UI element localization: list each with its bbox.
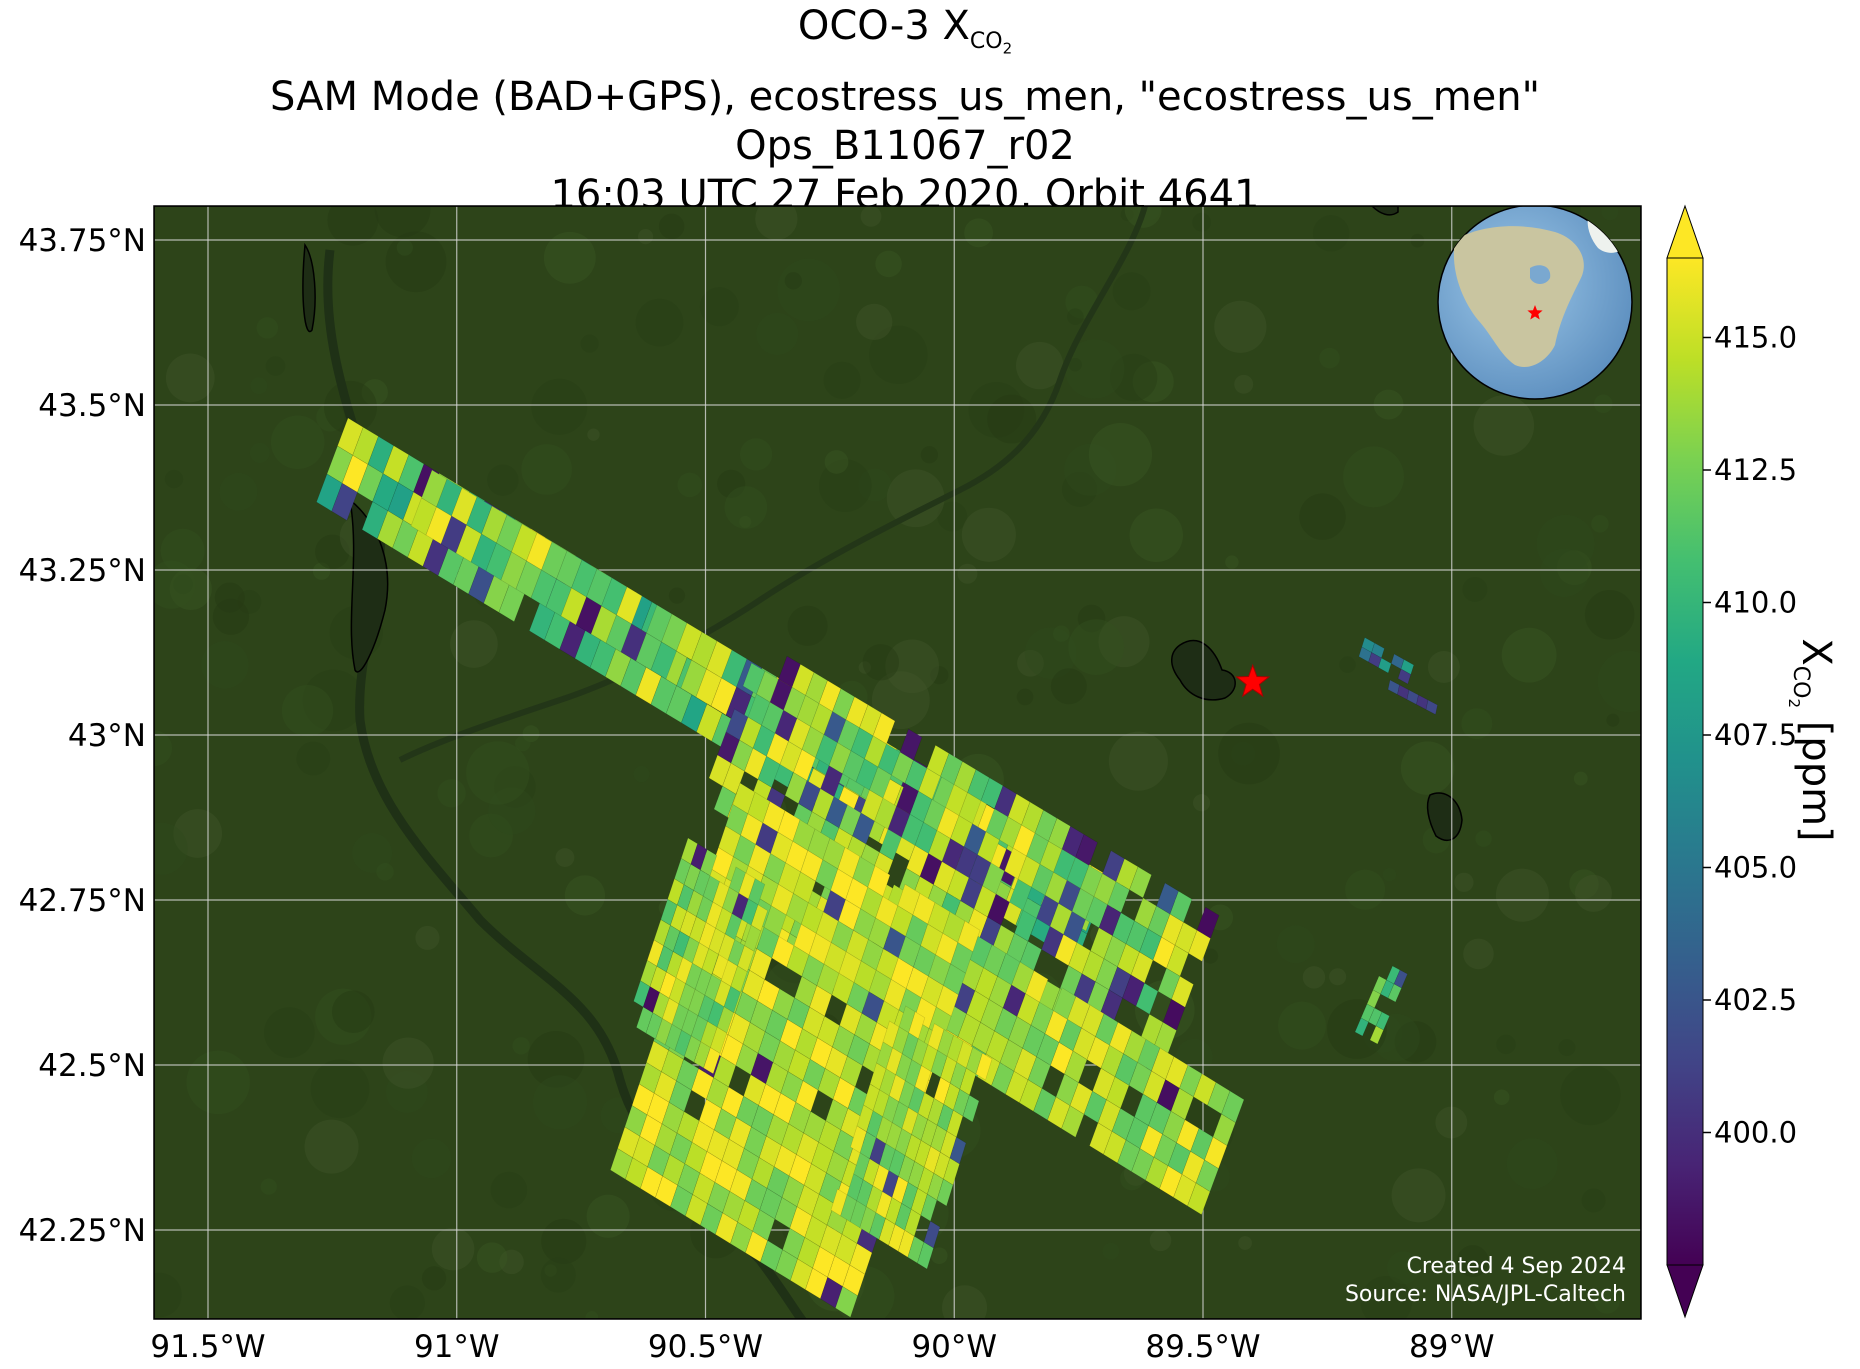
sounding-footprint: [1387, 983, 1402, 1003]
colorbar-tick-label: 410.0: [1714, 586, 1797, 620]
colorbar-extend-min: [1666, 1264, 1704, 1319]
globe-north-lakes: [1530, 265, 1551, 284]
globe-continent-north-america: [1453, 226, 1584, 368]
map-area: [154, 206, 1641, 1319]
sounding-footprint: [1425, 699, 1438, 715]
lat-tick-label: 43°N: [68, 718, 146, 754]
lake-outline-3: [1426, 792, 1463, 841]
globe-star-icon: [1527, 305, 1543, 320]
lat-tick-label: 42.5°N: [38, 1048, 146, 1084]
sounding-footprint: [703, 1047, 721, 1075]
lat-tick-label: 42.75°N: [19, 883, 146, 919]
lat-tick-label: 42.25°N: [19, 1213, 146, 1249]
lon-tick-label: 90.5°W: [648, 1329, 763, 1365]
axis-ticks: 91.5°W 91°W 90.5°W 90°W 89.5°W 89°W 43.75°N 43.…: [19, 223, 1495, 1365]
title-line-1: OCO-3 XCO2: [797, 3, 1013, 58]
sounding-footprint: [1369, 1025, 1384, 1045]
sounding-footprint: [1187, 1182, 1211, 1216]
sounding-footprint: [1061, 1105, 1085, 1138]
lon-tick-label: 91.5°W: [150, 1329, 265, 1365]
sounding-footprint: [975, 1052, 993, 1081]
sounding-footprint: [1378, 657, 1392, 674]
sounding-footprint: [331, 482, 358, 521]
colorbar-extend-max: [1666, 204, 1704, 259]
lake-outline-1: [348, 498, 389, 673]
colorbar-ticks: 400.0 402.5 405.0 407.5 410.0 412.5 415.0: [1703, 321, 1797, 1150]
sounding-footprint: [1397, 668, 1412, 685]
lon-tick-label: 90°W: [911, 1329, 997, 1365]
colorbar-label: XCO2 [ppm]: [1784, 638, 1840, 842]
colorbar-gradient: [1666, 257, 1704, 1266]
colorbar-tick-label: 407.5: [1714, 718, 1797, 752]
terrain-texture: [154, 206, 1641, 1319]
colorbar-tick-label: 412.5: [1714, 453, 1797, 487]
title-line-2: SAM Mode (BAD+GPS), ecostress_us_men, "e…: [269, 74, 1541, 121]
lat-tick-label: 43.25°N: [19, 553, 146, 589]
colorbar-tick-label: 400.0: [1714, 1116, 1797, 1150]
lake-outline-4: [1370, 206, 1399, 216]
colorbar: 400.0 402.5 405.0 407.5 410.0 412.5 415.0: [1666, 204, 1797, 1319]
colorbar-tick-label: 415.0: [1714, 321, 1797, 355]
lon-tick-label: 89°W: [1409, 1329, 1495, 1365]
lon-tick-label: 89.5°W: [1145, 1329, 1260, 1365]
target-star-icon: [1235, 663, 1271, 698]
sounding-footprint: [650, 641, 677, 680]
colorbar-tick-label: 405.0: [1714, 851, 1797, 885]
lake-outline-5: [302, 242, 316, 333]
title-line-3: Ops_B11067_r02: [735, 123, 1075, 170]
wisconsin-river: [398, 206, 1148, 763]
xco2-soundings: [316, 417, 1438, 1318]
colorbar-tick-label: 402.5: [1714, 983, 1797, 1017]
lat-tick-label: 43.5°N: [38, 388, 146, 424]
target-marker-layer: [1235, 663, 1271, 698]
sounding-footprint: [917, 1241, 934, 1270]
sounding-footprint: [1354, 1017, 1369, 1037]
lon-tick-label: 91°W: [414, 1329, 500, 1365]
source-credit: Source: NASA/JPL-Caltech: [1344, 1282, 1626, 1307]
created-date: Created 4 Sep 2024: [1406, 1254, 1627, 1279]
inset-globe: [1437, 206, 1633, 400]
sounding-footprint: [936, 1178, 954, 1207]
sounding-footprint: [835, 1286, 858, 1318]
sounding-footprint: [962, 1094, 980, 1123]
sounding-footprint: [1188, 929, 1211, 962]
lat-tick-label: 43.75°N: [19, 223, 146, 259]
